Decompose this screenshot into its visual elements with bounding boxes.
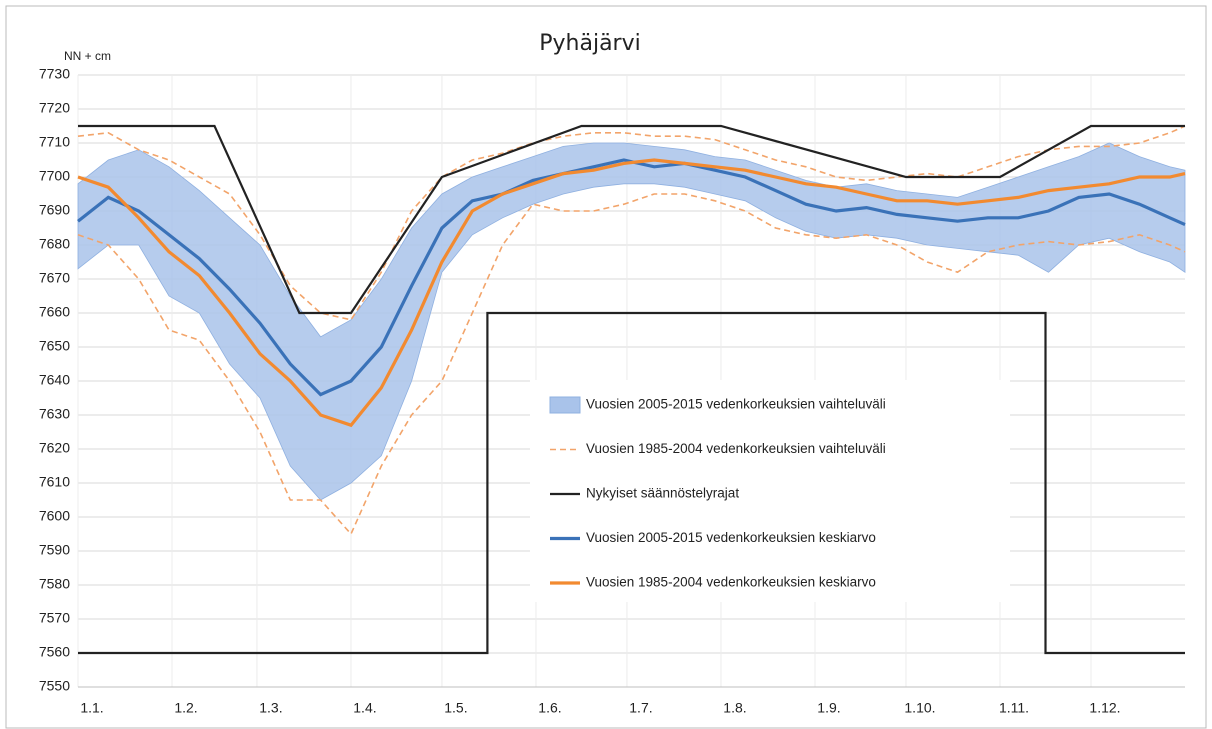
legend-box — [530, 380, 1010, 602]
legend-label: Vuosien 2005-2015 vedenkorkeuksien keski… — [586, 530, 876, 545]
plot — [77, 124, 1186, 655]
x-tick-label: 1.8. — [723, 700, 746, 716]
range-line — [77, 125, 1186, 321]
x-tick-label: 1.5. — [444, 700, 467, 716]
x-tick-label: 1.2. — [174, 700, 197, 716]
y-tick-label: 7560 — [39, 644, 70, 660]
x-tick-label: 1.12. — [1089, 700, 1120, 716]
y-tick-label: 7660 — [39, 304, 70, 320]
y-tick-label: 7610 — [39, 474, 70, 490]
legend-label: Nykyiset säännöstelyrajat — [586, 486, 739, 501]
y-tick-label: 7580 — [39, 576, 70, 592]
y-axis-label: NN + cm — [64, 49, 111, 63]
range-band — [77, 142, 1186, 501]
y-tick-label: 7640 — [39, 372, 70, 388]
y-tick-label: 7650 — [39, 338, 70, 354]
legend: Vuosien 2005-2015 vedenkorkeuksien vaiht… — [530, 380, 1010, 602]
x-tick-label: 1.11. — [999, 700, 1029, 716]
y-tick-label: 7690 — [39, 202, 70, 218]
x-tick-label: 1.6. — [538, 700, 561, 716]
series-line — [77, 158, 1186, 428]
legend-label: Vuosien 1985-2004 vedenkorkeuksien vaiht… — [586, 441, 886, 456]
x-tick-label: 1.7. — [629, 700, 652, 716]
y-tick-label: 7670 — [39, 270, 70, 286]
x-tick-label: 1.1. — [80, 700, 103, 716]
x-tick-label: 1.3. — [259, 700, 282, 716]
legend-swatch — [549, 396, 581, 414]
legend-label: Vuosien 1985-2004 vedenkorkeuksien keski… — [586, 575, 876, 590]
y-tick-label: 7730 — [39, 66, 70, 82]
range-line — [77, 193, 1186, 536]
y-tick-label: 7620 — [39, 440, 70, 456]
y-tick-label: 7720 — [39, 100, 70, 116]
y-tick-label: 7590 — [39, 542, 70, 558]
chart-title: Pyhäjärvi — [539, 31, 640, 56]
y-tick-label: 7680 — [39, 236, 70, 252]
chart-border — [5, 5, 1207, 729]
y-tick-label: 7570 — [39, 610, 70, 626]
legend-label: Vuosien 2005-2015 vedenkorkeuksien vaiht… — [586, 397, 886, 412]
series-line — [77, 158, 1186, 397]
y-tick-label: 7600 — [39, 508, 70, 524]
y-tick-label: 7700 — [39, 168, 70, 184]
x-tick-label: 1.4. — [353, 700, 376, 716]
x-tick-label: 1.10. — [904, 700, 935, 716]
series-line — [78, 124, 1185, 655]
x-tick-label: 1.9. — [817, 700, 840, 716]
y-tick-label: 7550 — [39, 678, 70, 694]
y-tick-label: 7710 — [39, 134, 70, 150]
y-tick-label: 7630 — [39, 406, 70, 422]
